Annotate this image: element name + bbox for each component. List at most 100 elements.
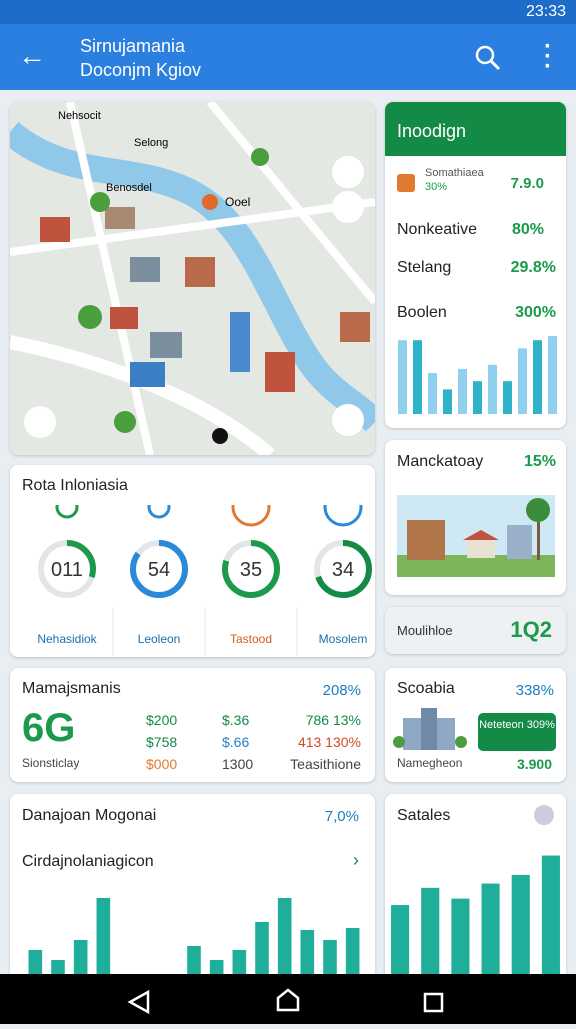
card-value: 1Q2	[510, 617, 552, 642]
row-value: 7.9.0	[510, 175, 544, 192]
satales-card: Satales	[385, 794, 566, 984]
stat-cell: 1300	[222, 756, 254, 772]
search-button[interactable]	[474, 44, 502, 72]
bar	[209, 960, 224, 974]
nav-buttons	[127, 988, 444, 1015]
gauge-label: Tastood	[230, 632, 272, 646]
nav-back[interactable]	[127, 989, 150, 1015]
gauge-icon	[323, 505, 363, 527]
card-title: Scoabia	[397, 680, 455, 697]
bar	[473, 381, 482, 414]
gauge-arc	[38, 540, 96, 598]
bar	[421, 887, 440, 974]
stats-card: Mamajsmanis 208% 6G Sionsticlay $200 $758…	[10, 668, 375, 782]
menu-button[interactable]: · · ·	[544, 33, 552, 80]
bar	[398, 340, 407, 414]
bar	[541, 855, 560, 974]
card-value: 15%	[523, 453, 556, 470]
card-change: 338%	[515, 682, 554, 699]
row-label: Boolen	[397, 304, 447, 321]
row-label: Somathiaea	[425, 167, 484, 179]
bar	[345, 928, 360, 974]
bar-chart	[398, 336, 557, 414]
gauge-value: 54	[148, 559, 170, 581]
row-label: Nonkeative	[397, 221, 478, 238]
bar	[451, 898, 470, 974]
card-change: 208%	[322, 682, 361, 699]
nav-bar	[0, 974, 576, 1024]
bar	[533, 340, 542, 414]
gauge-label: Mosolem	[319, 632, 368, 646]
bar	[300, 930, 315, 974]
illustration	[397, 495, 555, 577]
row-value: 300%	[515, 304, 556, 321]
mobile-card[interactable]: Moulihloe 1Q2	[385, 607, 566, 654]
gauge-value: 34	[332, 559, 354, 581]
bar	[458, 368, 467, 414]
bar	[443, 389, 452, 414]
nav-home[interactable]	[276, 988, 300, 1012]
bar	[187, 946, 201, 974]
bar	[73, 940, 88, 974]
bar	[481, 883, 500, 974]
gauges: 011 Nehasidiok 54 Leoleon 35 Tastood 34 Mosolem	[37, 505, 372, 655]
card-title: Manckatoay	[397, 453, 484, 470]
gauge-icon	[147, 505, 171, 519]
stat-cell: Teasithione	[290, 756, 361, 772]
gauge-value: 35	[240, 559, 262, 581]
bar-chart	[28, 898, 360, 974]
stat-cell: $.36	[222, 712, 250, 728]
status-bar: 23:33	[0, 0, 576, 24]
card-value: 3.900	[516, 756, 552, 772]
market-card: Manckatoay 15%	[385, 440, 566, 595]
chevron[interactable]: ›	[353, 850, 359, 870]
bar	[488, 364, 497, 414]
stat-cell: 786 13%	[305, 712, 361, 728]
bar	[28, 950, 43, 974]
row-sub: 30%	[425, 181, 448, 193]
bar	[323, 940, 337, 974]
bar	[391, 905, 410, 974]
row-value: 80%	[511, 221, 544, 238]
card-subtitle: Cirdajnolaniagicon	[22, 853, 154, 870]
badge: Neteteon 309%	[478, 713, 556, 751]
bar	[255, 922, 269, 974]
gauge-value: 011	[51, 559, 83, 581]
stat-cell: $200	[146, 712, 178, 728]
bar	[232, 950, 247, 974]
bar	[51, 960, 65, 974]
caption: Namegheon	[397, 756, 463, 770]
gauge-arc	[222, 540, 280, 598]
card-change: 7,0%	[324, 808, 359, 825]
gauge-label: Nehasidiok	[37, 632, 97, 646]
bar	[428, 373, 437, 414]
card-title: Inoodign	[397, 121, 467, 141]
insights-card: Inoodign Somathiaea 30% 7.9.0 Nonkeative…	[385, 102, 566, 428]
danajoan-card: Danajoan Mogonai 7,0% Cirdajnolaniagicon…	[10, 794, 375, 984]
map-label: Nehsocit	[58, 110, 101, 122]
bar	[511, 874, 530, 974]
stat-cell: $758	[146, 734, 178, 750]
app-subtitle: Doconjm Kgiov	[80, 60, 202, 80]
caption: Sionsticlay	[22, 756, 80, 770]
map-card[interactable]: Nehsocit Selong Benosdel Ooel	[10, 102, 375, 455]
gauge-arc	[314, 540, 372, 598]
map	[10, 102, 375, 455]
back-button[interactable]: ←	[18, 40, 46, 71]
gauge-icon	[231, 505, 271, 527]
bar	[413, 340, 422, 414]
card-title: Rota Inloniasia	[22, 477, 128, 494]
nav-recent[interactable]	[423, 992, 444, 1013]
app-bar: ← Sirnujamania Doconjm Kgiov · · ·	[0, 24, 576, 90]
map-label: Benosdel	[106, 182, 152, 194]
info-icon[interactable]	[534, 805, 554, 825]
stat-cell: $.66	[222, 734, 250, 750]
card-title: Mamajsmanis	[22, 680, 121, 697]
row-value: 29.8%	[510, 259, 556, 276]
clock: 23:33	[525, 3, 566, 20]
gauge-label: Leoleon	[138, 632, 181, 646]
stat-cell: 413 130%	[297, 734, 361, 750]
bar	[518, 348, 527, 414]
bar	[503, 381, 512, 414]
app-title: Sirnujamania	[80, 36, 186, 56]
